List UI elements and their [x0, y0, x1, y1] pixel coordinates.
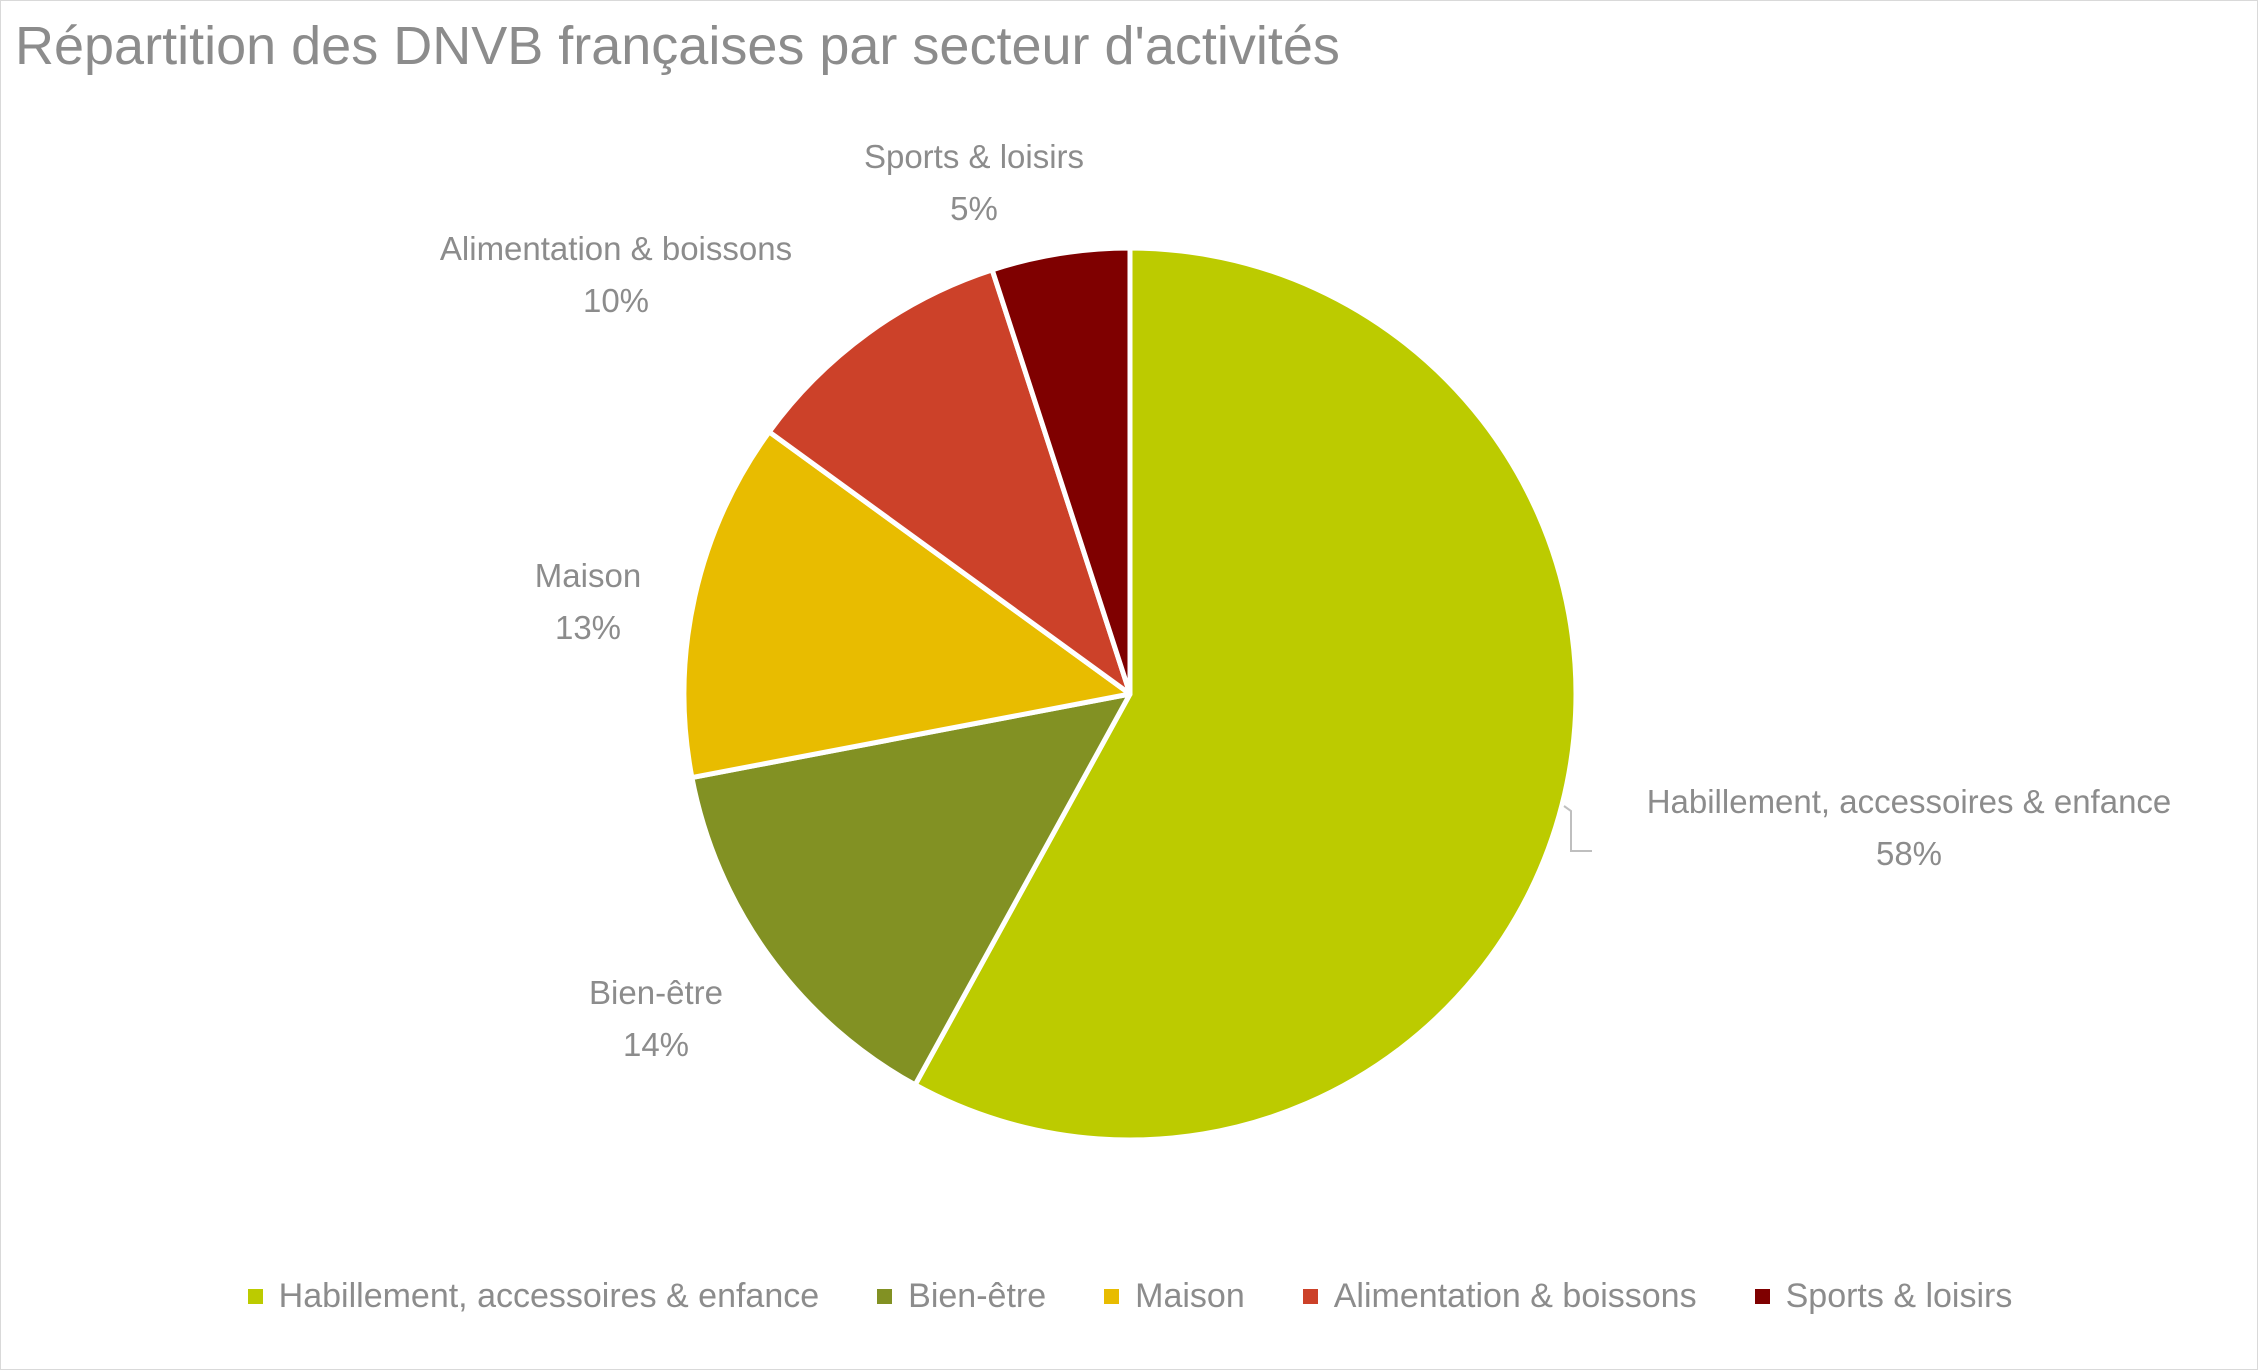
chart-title: Répartition des DNVB françaises par sect… [15, 16, 1340, 76]
legend-label-maison: Maison [1135, 1277, 1245, 1315]
data-label-alimentation-boissons: Alimentation & boissons [440, 230, 792, 267]
legend-item-sports-loisirs[interactable]: Sports & loisirs [1754, 1277, 2013, 1316]
legend-swatch-maison [1104, 1289, 1120, 1304]
pie-slice-alimentation-boissons[interactable] [766, 267, 1133, 697]
pie-slices [681, 245, 1579, 1143]
legend: Habillement, accessoires & enfance Bien-ê… [1, 1277, 2258, 1316]
data-label-value-maison: 13% [555, 609, 621, 646]
legend-item-maison[interactable]: Maison [1104, 1277, 1245, 1316]
pie-slice-habillement-accessoires-enfance[interactable] [912, 245, 1579, 1143]
legend-label-habillement-accessoires-enfance: Habillement, accessoires & enfance [278, 1277, 820, 1315]
pie-slice-sports-loisirs[interactable] [989, 245, 1133, 697]
legend-swatch-sports-loisirs [1754, 1289, 1770, 1304]
data-label-value-sports-loisirs: 5% [950, 190, 998, 227]
data-label-value-alimentation-boissons: 10% [583, 282, 649, 319]
data-label-sports-loisirs: Sports & loisirs [864, 138, 1084, 175]
legend-swatch-alimentation-boissons [1302, 1289, 1318, 1304]
pie-slice-bien-etre[interactable] [689, 691, 1133, 1088]
data-label-bien-etre: Bien-être [589, 974, 723, 1011]
pie-slice-maison[interactable] [681, 429, 1133, 781]
leader-lines [1563, 805, 1592, 852]
data-label-habillement-accessoires-enfance: Habillement, accessoires & enfance [1647, 783, 2172, 820]
data-labels: Habillement, accessoires & enfance 58% Bie… [440, 138, 2171, 1063]
legend-label-alimentation-boissons: Alimentation & boissons [1333, 1277, 1697, 1315]
legend-item-habillement-accessoires-enfance[interactable]: Habillement, accessoires & enfance [247, 1277, 820, 1316]
data-label-value-bien-etre: 14% [623, 1026, 689, 1063]
legend-label-sports-loisirs: Sports & loisirs [1785, 1277, 2013, 1315]
leader-line-habillement-accessoires-enfance [1563, 805, 1592, 852]
legend-item-alimentation-boissons[interactable]: Alimentation & boissons [1302, 1277, 1697, 1316]
legend-swatch-bien-etre [877, 1289, 893, 1304]
data-label-value-habillement-accessoires-enfance: 58% [1876, 835, 1942, 872]
legend-swatch-habillement-accessoires-enfance [247, 1289, 263, 1304]
legend-label-bien-etre: Bien-être [908, 1277, 1047, 1315]
legend-item-bien-etre[interactable]: Bien-être [877, 1277, 1046, 1316]
data-label-maison: Maison [535, 557, 641, 594]
